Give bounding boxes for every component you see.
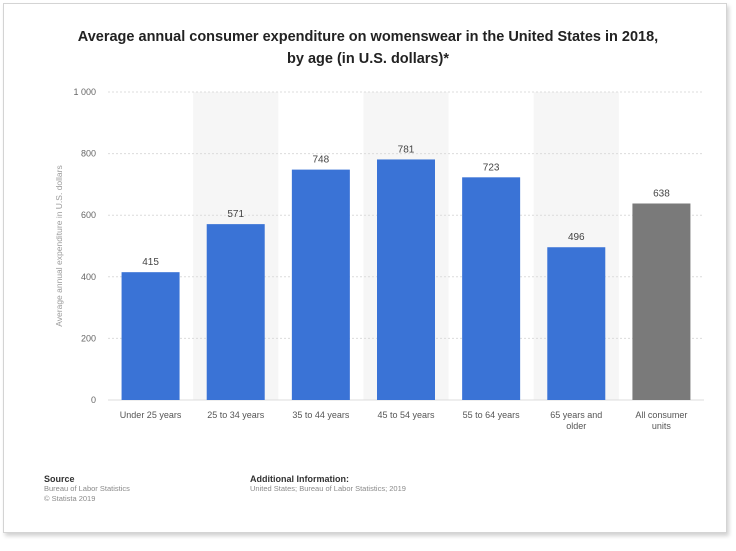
x-tick-label: 25 to 34 years [207, 410, 265, 420]
source-line-2: © Statista 2019 [44, 494, 96, 503]
source-line-1: Bureau of Labor Statistics [44, 484, 130, 493]
chart-card: Average annual consumer expenditure on w… [3, 3, 727, 533]
bar [206, 224, 265, 400]
x-tick-label: 45 to 54 years [377, 410, 435, 420]
bar [632, 203, 691, 400]
x-tick-label: 35 to 44 years [292, 410, 350, 420]
x-tick-label: 55 to 64 years [463, 410, 521, 420]
x-tick-label: All consumer [635, 410, 687, 420]
value-label: 748 [313, 155, 330, 166]
y-tick-label: 600 [81, 210, 96, 220]
bars [121, 159, 691, 400]
y-tick-label: 400 [81, 272, 96, 282]
bar [462, 177, 521, 400]
x-axis-labels: Under 25 years 25 to 34 years 35 to 44 yea… [120, 410, 688, 431]
y-tick-label: 1 000 [73, 87, 96, 97]
value-label: 781 [398, 144, 415, 155]
info-heading: Additional Information: [250, 474, 349, 484]
value-label: 415 [142, 257, 159, 268]
source-heading: Source [44, 474, 75, 484]
y-tick-label: 200 [81, 333, 96, 343]
chart-title-line-2: by age (in U.S. dollars)* [287, 51, 449, 67]
chart-title: Average annual consumer expenditure on w… [4, 26, 732, 70]
footer-additional-info: Additional Information: United States; B… [250, 474, 406, 494]
y-axis-ticks: 0 200 400 600 800 1 000 [73, 87, 96, 405]
bar-chart: 0 200 400 600 800 1 000 Average annual expend… [54, 87, 704, 431]
footer-source: Source Bureau of Labor Statistics © Stat… [44, 474, 130, 504]
bar [291, 169, 350, 400]
bar [377, 159, 435, 400]
bar [121, 272, 180, 400]
x-tick-label: Under 25 years [120, 410, 182, 420]
value-label: 638 [653, 188, 670, 199]
bar [547, 247, 606, 400]
info-line-1: United States; Bureau of Labor Statistic… [250, 484, 406, 493]
x-tick-label: older [566, 421, 586, 431]
y-tick-label: 0 [91, 395, 96, 405]
value-label: 496 [568, 232, 585, 243]
y-tick-label: 800 [81, 149, 96, 159]
x-tick-label: 65 years and [550, 410, 602, 420]
y-axis-label: Average annual expenditure in U.S. dolla… [54, 165, 64, 326]
value-labels: 415 571 748 781 723 496 638 [142, 144, 670, 268]
value-label: 571 [227, 209, 244, 220]
chart-title-line-1: Average annual consumer expenditure on w… [77, 29, 659, 45]
value-label: 723 [483, 162, 500, 173]
x-tick-label: units [652, 421, 672, 431]
